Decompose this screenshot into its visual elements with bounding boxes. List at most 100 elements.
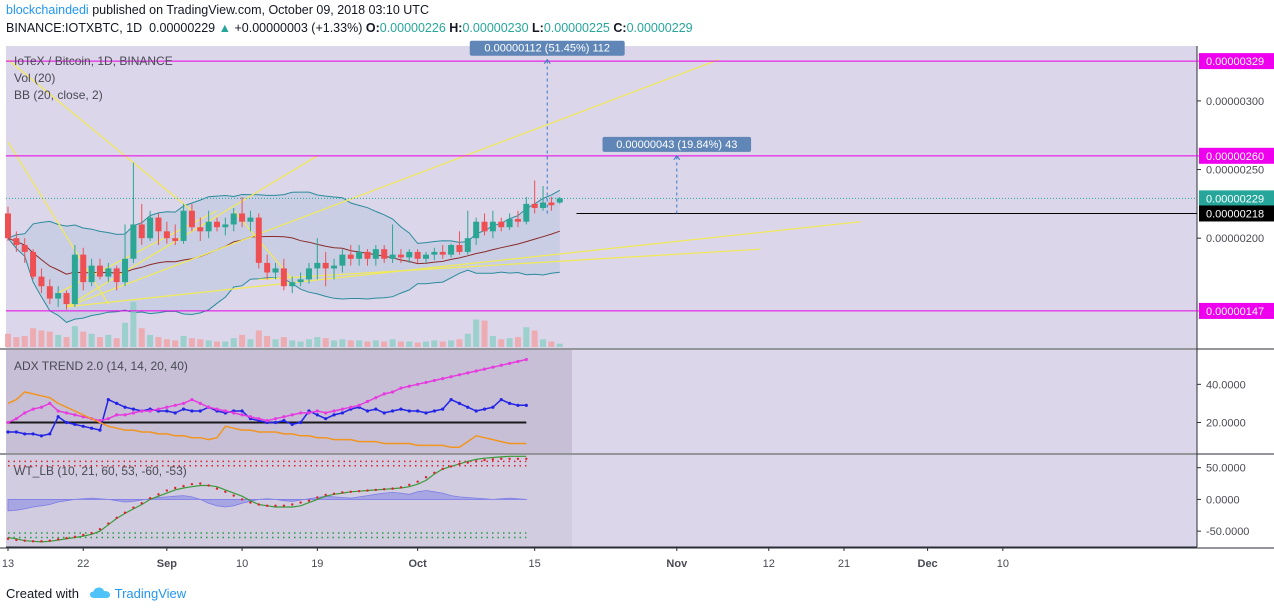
candle-body: [5, 213, 11, 239]
wt2-point: [383, 488, 386, 491]
wt2-point: [240, 498, 244, 501]
volume-bar: [540, 339, 547, 347]
adx-point: [499, 397, 503, 402]
adx-point: [299, 411, 303, 415]
wt-pane-title: WT_LB (10, 21, 60, 53, -60, -53): [14, 464, 187, 478]
price-label: 0.00000229: [1206, 193, 1264, 205]
tradingview-brand-link[interactable]: TradingView: [114, 586, 187, 601]
volume-bar: [289, 340, 296, 347]
wt2-point: [399, 486, 403, 489]
price-pane-title: IoTeX / Bitcoin, 1D, BINANCE: [14, 54, 173, 68]
volume-bar: [155, 337, 162, 347]
candle-body: [88, 265, 95, 283]
volume-bar: [88, 333, 95, 347]
chart-area[interactable]: 0.00000112 (51.45%) 112 0.00000043 (19.84…: [0, 40, 1274, 580]
candle-body: [489, 221, 496, 232]
y-tick-label: 40.0000: [1206, 379, 1246, 391]
adx-point: [357, 403, 361, 407]
volume-bar: [414, 342, 421, 347]
adx-point: [282, 418, 286, 423]
adx-point: [14, 430, 18, 434]
candle-body: [172, 238, 179, 241]
adx-point: [215, 407, 219, 411]
candle-body: [214, 221, 220, 228]
adx-point: [165, 409, 169, 413]
measure-label: 0.00000112 (51.45%) 112: [484, 43, 610, 55]
volume-bar: [548, 341, 555, 347]
adx-point: [424, 411, 428, 415]
adx-point: [474, 409, 478, 413]
low-label: L:: [532, 21, 544, 35]
high-value: 0.00000230: [462, 21, 529, 35]
candle-body: [247, 217, 254, 222]
price-label: 0.00000260: [1206, 151, 1264, 163]
x-tick-label: 19: [311, 558, 323, 570]
candle-body: [205, 221, 212, 232]
wt2-point: [132, 506, 135, 509]
candle-body: [523, 203, 530, 222]
wt2-point: [458, 462, 461, 466]
price-label: 0.00000218: [1206, 208, 1264, 220]
candle-body: [448, 245, 455, 255]
adx-point: [399, 407, 403, 411]
wt2-point: [441, 467, 444, 471]
candle-body: [406, 251, 413, 258]
candle-body: [431, 251, 438, 255]
candle-body: [464, 238, 471, 252]
adx-point: [232, 411, 236, 415]
adx-point: [441, 377, 445, 381]
candle-body: [138, 224, 145, 239]
adx-point: [123, 405, 127, 409]
candle-body: [188, 210, 195, 228]
adx-point: [198, 401, 202, 406]
wt2-point: [199, 482, 202, 485]
bb-fill: [8, 190, 560, 323]
adx-point: [257, 417, 261, 421]
wt2-point: [148, 496, 152, 500]
adx-point: [390, 390, 395, 394]
volume-bar: [423, 341, 429, 347]
x-tick-label: Dec: [918, 558, 938, 570]
volume-bar: [63, 337, 70, 347]
volume-bar: [96, 337, 103, 347]
price-pane-bg: [6, 46, 1197, 348]
adx-point: [81, 424, 85, 428]
volume-bar: [80, 331, 87, 347]
wt2-point: [282, 504, 286, 507]
wt2-point: [508, 457, 511, 461]
candle-body: [381, 249, 388, 259]
volume-bar: [272, 339, 279, 347]
adx-point: [48, 432, 52, 436]
candle-body: [506, 218, 513, 228]
adx-point: [131, 411, 135, 415]
wt2-point: [483, 458, 486, 462]
wt2-point: [424, 476, 428, 479]
wt2-point: [416, 480, 419, 483]
adx-point: [148, 409, 152, 413]
adx-point: [90, 426, 94, 430]
volume-bar: [280, 337, 287, 347]
wt2-point: [165, 489, 169, 492]
x-tick-label: 15: [529, 558, 541, 570]
candle-body: [63, 293, 70, 305]
wt2-point: [491, 458, 495, 461]
adx-point: [508, 361, 512, 365]
wt2-point: [332, 492, 336, 495]
adx-point: [315, 409, 319, 413]
adx-point: [181, 407, 186, 411]
volume-bar: [322, 338, 329, 347]
publisher-name[interactable]: blockchaindedi: [6, 3, 89, 17]
wt2-point: [174, 486, 177, 490]
adx-point: [165, 405, 169, 409]
price-label-box: [1199, 190, 1274, 207]
adx-point: [491, 405, 495, 409]
close-value: 0.00000229: [626, 21, 693, 35]
volume-bar: [188, 338, 195, 347]
volume-bar: [531, 330, 538, 347]
adx-point: [64, 420, 69, 425]
wt2-point: [516, 457, 520, 461]
adx-point: [499, 363, 503, 367]
adx-point: [424, 380, 428, 385]
x-tick-label: 10: [997, 558, 1009, 570]
wt2-point: [391, 487, 394, 490]
